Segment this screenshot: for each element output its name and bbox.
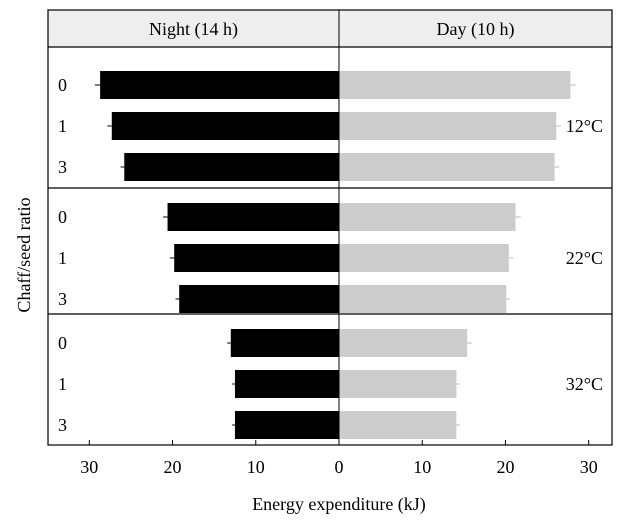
category-label: 1 [58, 248, 67, 268]
y-axis-label: Chaff/seed ratio [14, 197, 34, 312]
category-label: 1 [58, 374, 67, 394]
category-label: 0 [58, 207, 67, 227]
x-axis-label: Energy expenditure (kJ) [252, 494, 426, 515]
day-bar [339, 370, 457, 398]
night-bar [100, 71, 339, 99]
day-bar [339, 153, 555, 181]
category-label: 3 [58, 415, 67, 435]
day-bar [339, 329, 468, 357]
night-bar [174, 244, 339, 272]
day-header-cell [339, 10, 612, 47]
day-panel-title: Day (10 h) [437, 19, 515, 40]
bars-layer [94, 71, 576, 439]
day-bar [339, 71, 571, 99]
x-tick-label: 10 [247, 457, 265, 477]
category-label: 0 [58, 333, 67, 353]
night-panel-title: Night (14 h) [149, 19, 238, 40]
category-label: 3 [58, 289, 67, 309]
x-tick-label: 20 [496, 457, 514, 477]
day-bar [339, 203, 516, 231]
day-bar [339, 411, 457, 439]
temperature-label: 32°C [566, 374, 603, 394]
x-tick-label: 30 [80, 457, 98, 477]
night-bar [111, 112, 339, 140]
labels-layer: 0 1 3 12°C 0 1 3 22°C 0 1 3 32°C [58, 75, 603, 435]
day-bar [339, 112, 557, 140]
panel-header: Night (14 h) Day (10 h) [48, 10, 612, 47]
x-tick-label: 30 [580, 457, 598, 477]
plot-frame [47, 9, 613, 446]
night-bar [124, 153, 339, 181]
category-label: 1 [58, 116, 67, 136]
night-bar [167, 203, 339, 231]
night-header-cell [48, 10, 339, 47]
night-bar [179, 285, 339, 313]
category-label: 3 [58, 157, 67, 177]
night-bar [230, 329, 339, 357]
day-bar [339, 244, 509, 272]
temperature-label: 12°C [566, 116, 603, 136]
x-tick-label: 20 [164, 457, 182, 477]
category-label: 0 [58, 75, 67, 95]
x-tick-label: 10 [413, 457, 431, 477]
night-bar [234, 411, 339, 439]
day-bar [339, 285, 507, 313]
axes-layer: 30 20 10 0 10 20 30 [47, 9, 613, 477]
x-tick-label: 0 [335, 457, 344, 477]
night-bar [234, 370, 339, 398]
temperature-label: 22°C [566, 248, 603, 268]
